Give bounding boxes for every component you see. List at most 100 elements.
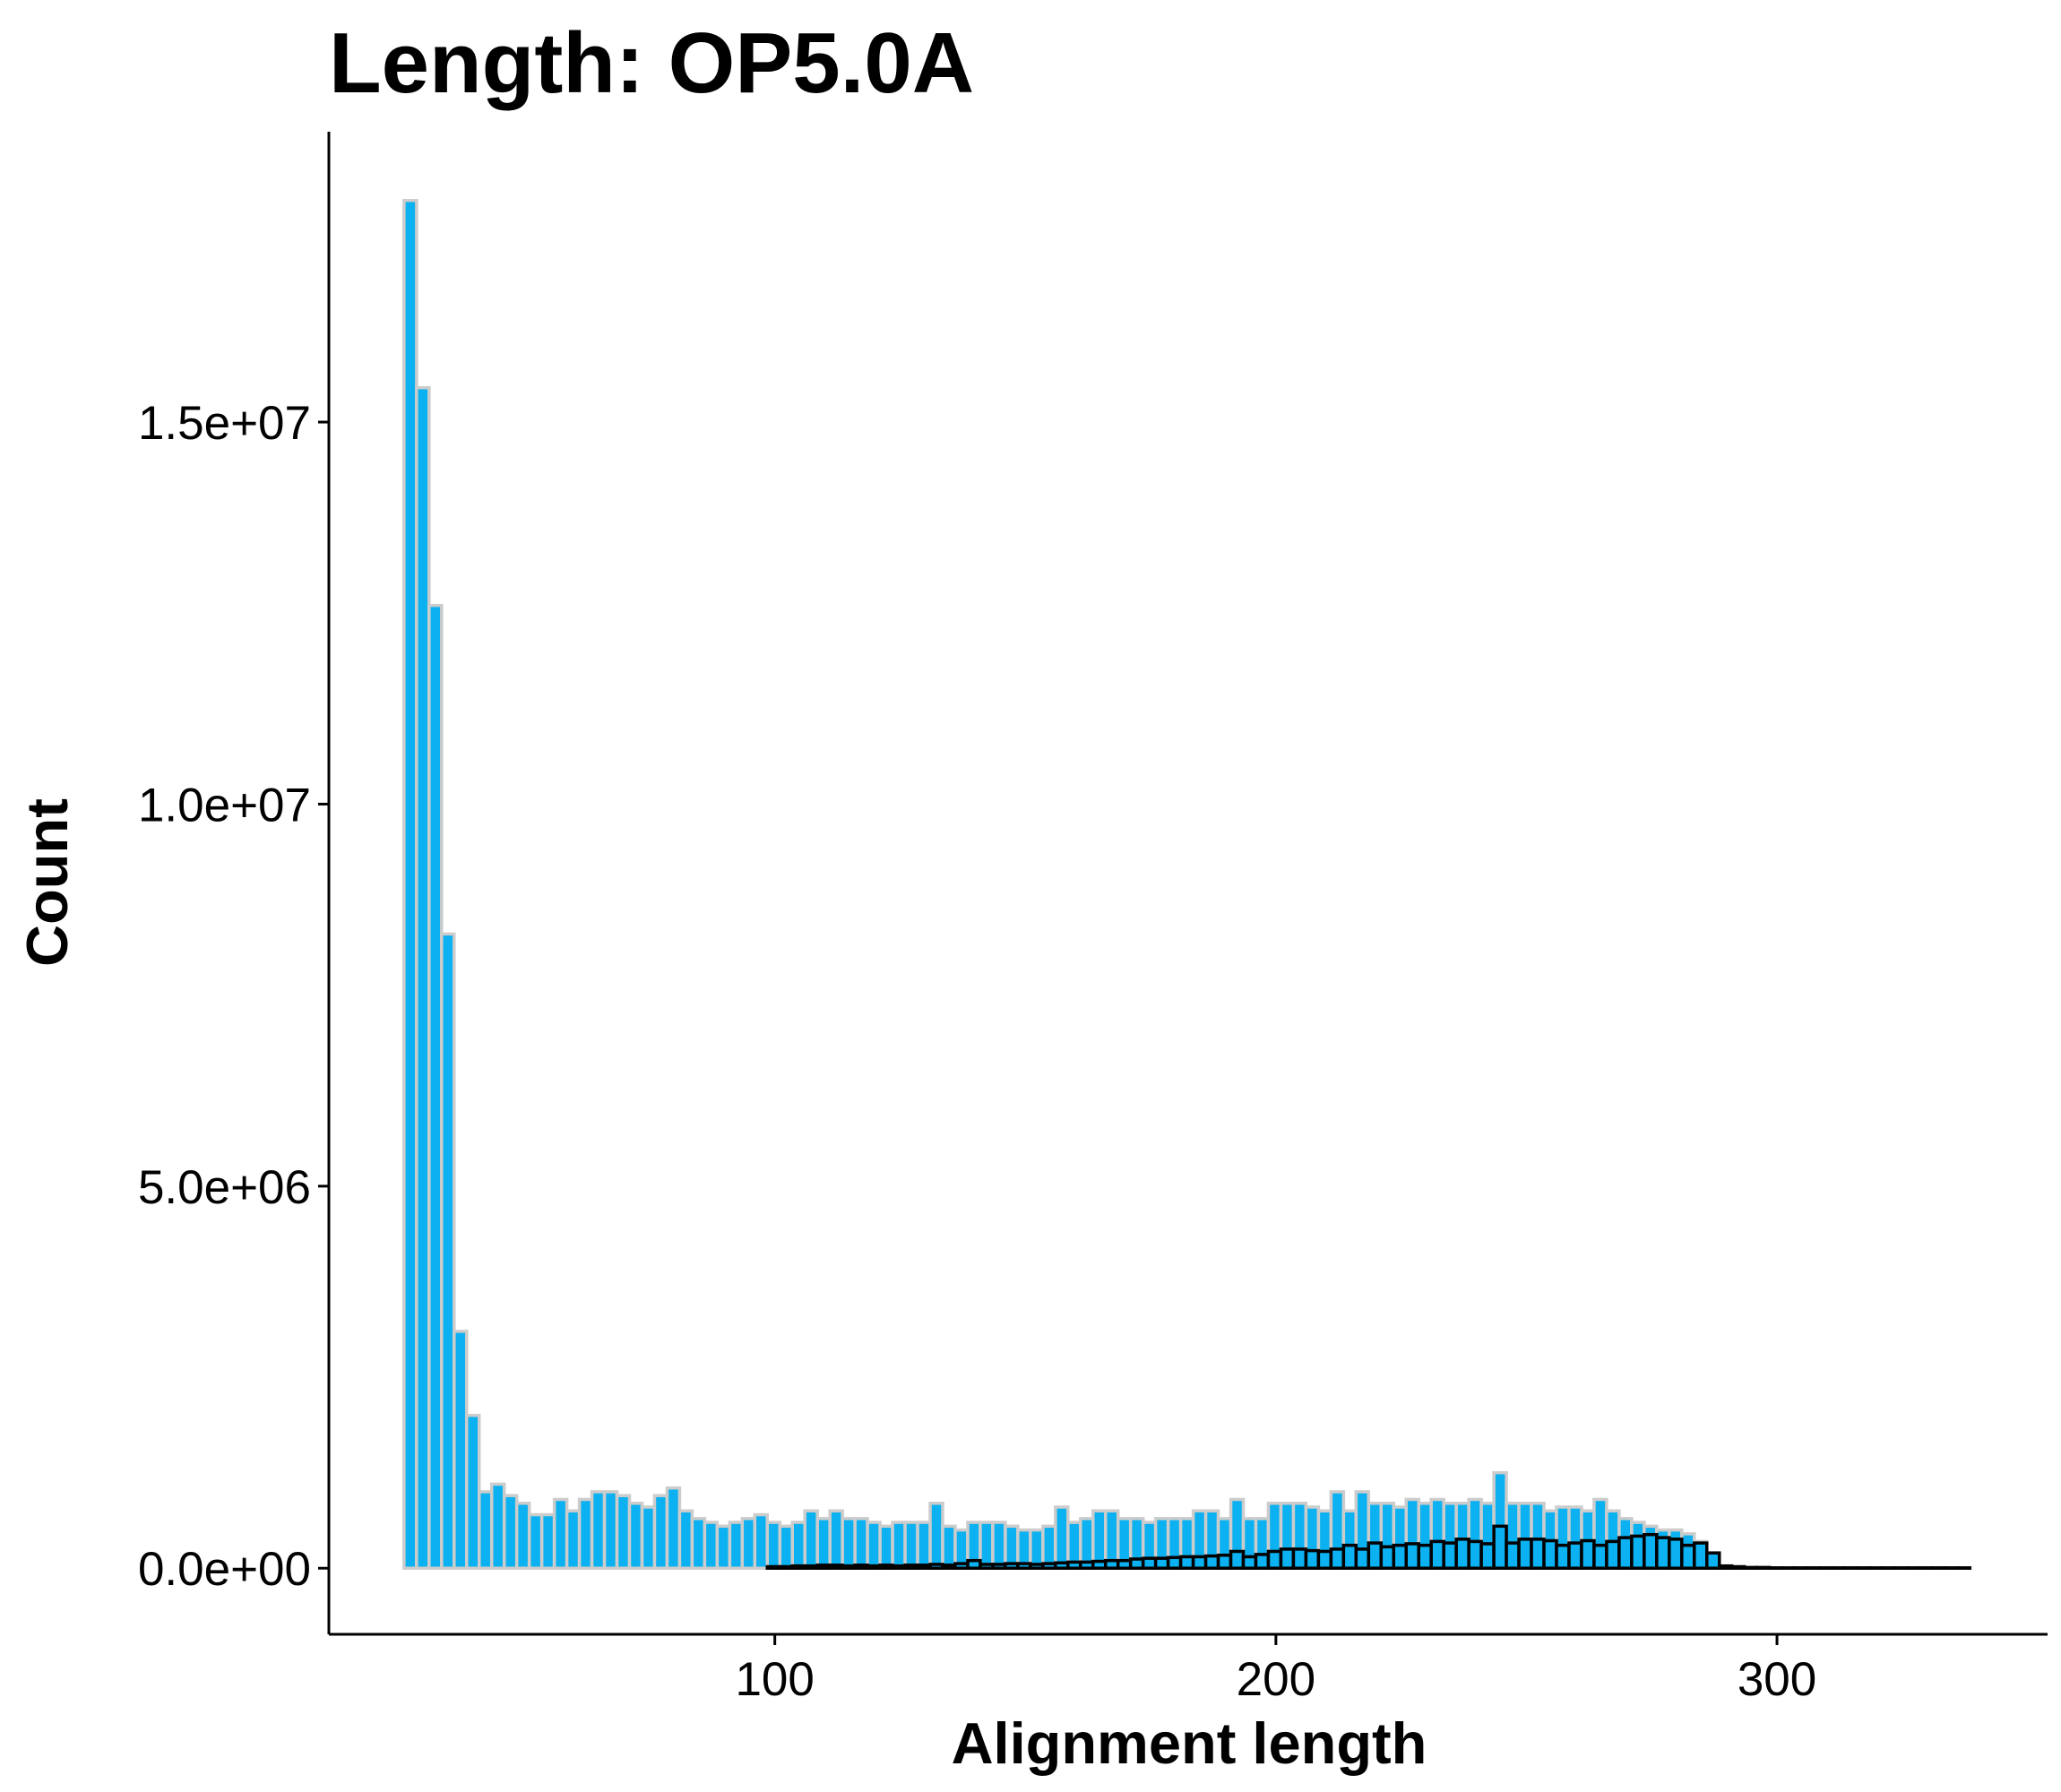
- x-tick-label: 200: [1237, 1653, 1315, 1706]
- histogram-bar: [903, 1521, 919, 1570]
- histogram-bar: [853, 1564, 869, 1570]
- histogram-bar: [1341, 1543, 1358, 1570]
- histogram-bar: [1442, 1541, 1458, 1570]
- histogram-bar: [753, 1512, 770, 1570]
- histogram-bar: [1417, 1543, 1433, 1570]
- histogram-bar: [1178, 1555, 1195, 1570]
- histogram-bar: [815, 1517, 832, 1570]
- y-axis-title: Count: [14, 798, 80, 967]
- histogram-bar: [1680, 1543, 1696, 1570]
- histogram-bar: [991, 1563, 1007, 1570]
- histogram-bar: [841, 1564, 857, 1570]
- histogram-bar: [703, 1521, 720, 1570]
- histogram-bar: [1004, 1524, 1020, 1570]
- histogram-bar: [1304, 1548, 1321, 1570]
- histogram-bar: [878, 1564, 894, 1570]
- histogram-bar: [652, 1494, 669, 1570]
- histogram-bar: [1128, 1557, 1145, 1570]
- histogram-bar: [903, 1564, 919, 1570]
- histogram-bar: [539, 1512, 556, 1570]
- histogram-bar: [1141, 1556, 1158, 1570]
- histogram-bar: [1717, 1564, 1734, 1570]
- histogram-bar: [1041, 1562, 1057, 1570]
- histogram-bar: [1103, 1558, 1120, 1570]
- histogram-bar: [1203, 1554, 1220, 1570]
- histogram-bar: [1004, 1562, 1020, 1570]
- histogram-bar: [1492, 1524, 1508, 1570]
- histogram-bar: [828, 1564, 844, 1570]
- histogram-bar: [1530, 1538, 1546, 1570]
- histogram-bar: [1016, 1562, 1032, 1570]
- histogram-bar: [878, 1524, 894, 1570]
- histogram-bar: [1066, 1560, 1082, 1570]
- histogram-bar: [1166, 1555, 1183, 1570]
- histogram-bar: [1054, 1505, 1070, 1570]
- histogram-bar: [891, 1521, 907, 1570]
- x-axis-title: Alignment length: [952, 1710, 1427, 1776]
- histogram-bar: [1041, 1524, 1057, 1570]
- histogram-bar: [1580, 1538, 1596, 1570]
- histogram-bar: [803, 1509, 819, 1570]
- histogram-bar: [565, 1509, 582, 1570]
- histogram-bar: [928, 1501, 944, 1570]
- histogram-bar: [1655, 1536, 1671, 1570]
- histogram-bar: [790, 1564, 806, 1570]
- histogram-bar: [1216, 1553, 1233, 1570]
- histogram-bar: [1404, 1542, 1420, 1570]
- y-tick-label: 5.0e+06: [138, 1161, 311, 1214]
- histogram-bar: [803, 1564, 819, 1570]
- y-tick-label: 1.0e+07: [138, 779, 311, 831]
- histogram-bar: [690, 1517, 707, 1570]
- histogram-bar: [1091, 1509, 1108, 1570]
- histogram-bar: [966, 1558, 982, 1570]
- histogram-bar: [402, 199, 418, 1570]
- histogram-bar: [465, 1413, 481, 1570]
- histogram-bar: [916, 1521, 932, 1570]
- histogram-bar: [1454, 1538, 1470, 1570]
- histogram-bar: [527, 1512, 544, 1570]
- histogram-bar: [665, 1486, 682, 1570]
- histogram-bar: [1329, 1547, 1346, 1570]
- histogram-bar: [1705, 1551, 1721, 1570]
- histogram-bar: [1279, 1547, 1296, 1570]
- histogram-bar: [602, 1490, 619, 1570]
- histogram-bar: [577, 1497, 594, 1570]
- histogram-bar: [1316, 1549, 1333, 1570]
- histogram-bar: [1091, 1559, 1108, 1570]
- histogram-bar: [866, 1564, 882, 1570]
- histogram-bar: [790, 1521, 806, 1570]
- histogram-bar: [1617, 1536, 1634, 1570]
- histogram-bar: [1054, 1561, 1070, 1570]
- histogram-bar: [514, 1501, 531, 1570]
- plot-area: [402, 199, 1972, 1570]
- histogram-bar: [1291, 1547, 1308, 1570]
- histogram-bar: [1742, 1565, 1759, 1570]
- histogram-bar: [552, 1497, 569, 1570]
- histogram-bar: [1693, 1541, 1709, 1570]
- histogram-bar: [1153, 1556, 1170, 1570]
- histogram-bar: [765, 1564, 782, 1570]
- histogram-bar: [1354, 1547, 1371, 1570]
- histogram-bar: [953, 1562, 970, 1570]
- histogram-bar: [440, 932, 456, 1570]
- histogram-bar: [778, 1524, 794, 1570]
- histogram-bar: [715, 1524, 732, 1570]
- histogram-bar: [778, 1564, 794, 1570]
- histogram-bar: [1479, 1542, 1496, 1570]
- histogram-bar: [1241, 1555, 1258, 1570]
- histogram-bar: [941, 1524, 957, 1570]
- histogram-bar: [866, 1521, 882, 1570]
- histogram-bar: [627, 1501, 644, 1570]
- histogram-bar: [1643, 1532, 1659, 1570]
- histogram-bar: [1605, 1539, 1621, 1570]
- histogram-bar: [615, 1494, 632, 1570]
- histogram-bar: [453, 1330, 469, 1570]
- histogram-bar: [1191, 1555, 1208, 1570]
- histogram-bar: [728, 1521, 745, 1570]
- histogram-bar: [1517, 1538, 1533, 1570]
- histogram-bar: [1729, 1564, 1746, 1570]
- histogram-bar: [1367, 1541, 1384, 1570]
- histogram-bar: [979, 1521, 995, 1570]
- histogram-bar: [979, 1563, 995, 1570]
